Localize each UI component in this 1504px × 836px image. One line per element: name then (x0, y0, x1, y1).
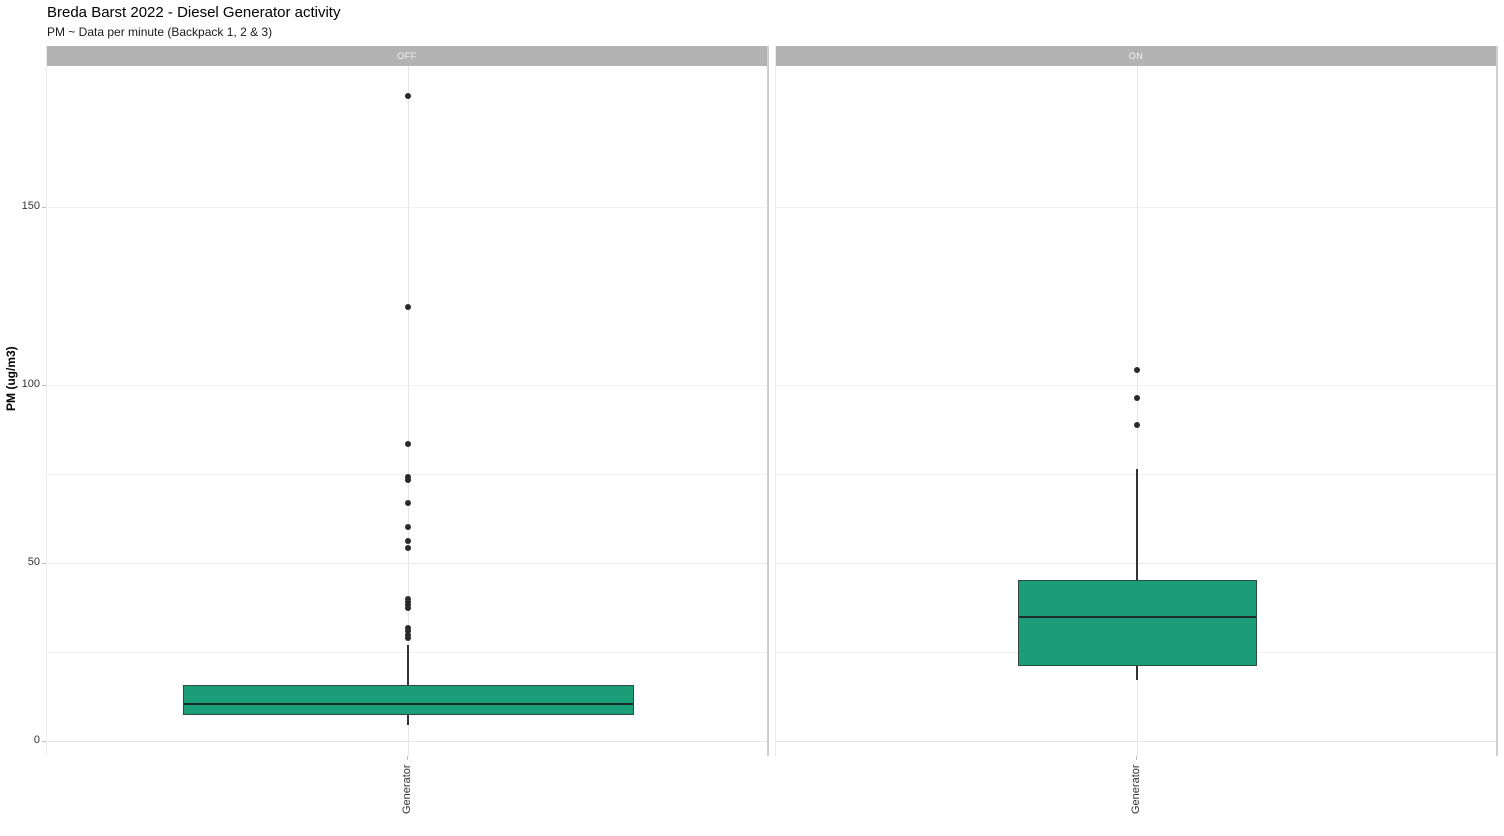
y-tick-100: 100 (21, 378, 40, 390)
x-tick-mark (407, 756, 408, 760)
outlier-point (405, 628, 411, 634)
outlier-point (405, 304, 411, 310)
outlier-point (405, 477, 411, 483)
whisker-upper (407, 645, 409, 685)
facet-panel-on: ON (775, 46, 1498, 756)
x-tick-label-on: Generator (1130, 764, 1142, 814)
outlier-point (405, 625, 411, 631)
y-tick-mark (42, 207, 46, 208)
outlier-point (405, 441, 411, 447)
outlier-point (405, 538, 411, 544)
whisker-lower (1136, 665, 1138, 680)
outlier-point (405, 635, 411, 641)
chart-subtitle: PM ~ Data per minute (Backpack 1, 2 & 3) (47, 25, 273, 39)
whisker-upper (1136, 469, 1138, 580)
outlier-point (1134, 367, 1140, 373)
whisker-lower (407, 714, 409, 725)
gridline-0 (47, 741, 767, 742)
gridline-vertical (408, 66, 409, 756)
outlier-point (405, 500, 411, 506)
outlier-point (405, 474, 411, 480)
y-tick-mark (42, 741, 46, 742)
y-tick-mark (42, 385, 46, 386)
median-line (1019, 616, 1256, 618)
plot-area-on (776, 66, 1496, 756)
gridline-100 (47, 385, 767, 386)
chart-title: Breda Barst 2022 - Diesel Generator acti… (47, 4, 341, 21)
plot-area-off (47, 66, 767, 756)
outlier-point (1134, 422, 1140, 428)
y-tick-150: 150 (21, 200, 40, 212)
y-tick-50: 50 (27, 556, 40, 568)
outlier-point (405, 596, 411, 602)
gridline-100 (776, 385, 1496, 386)
gridline-50 (47, 563, 767, 564)
x-tick-mark (1136, 756, 1137, 760)
x-tick-label-off: Generator (401, 764, 413, 814)
gridline-150 (776, 207, 1496, 208)
outlier-point (405, 545, 411, 551)
box-on (1018, 580, 1257, 666)
outlier-point (405, 93, 411, 99)
outlier-point (405, 524, 411, 530)
outlier-point (1134, 395, 1140, 401)
y-tick-mark (42, 563, 46, 564)
facet-panel-off: OFF (46, 46, 769, 756)
outlier-point (405, 602, 411, 608)
median-line (184, 703, 633, 705)
outlier-point (405, 632, 411, 638)
box-off (183, 685, 634, 715)
gridline-0 (776, 741, 1496, 742)
gridline-vertical (1137, 66, 1138, 756)
gridline-150 (47, 207, 767, 208)
outlier-point (405, 599, 411, 605)
facet-strip-off: OFF (47, 46, 767, 66)
facet-strip-on: ON (776, 46, 1496, 66)
y-tick-0: 0 (33, 734, 40, 746)
outlier-point (405, 605, 411, 611)
